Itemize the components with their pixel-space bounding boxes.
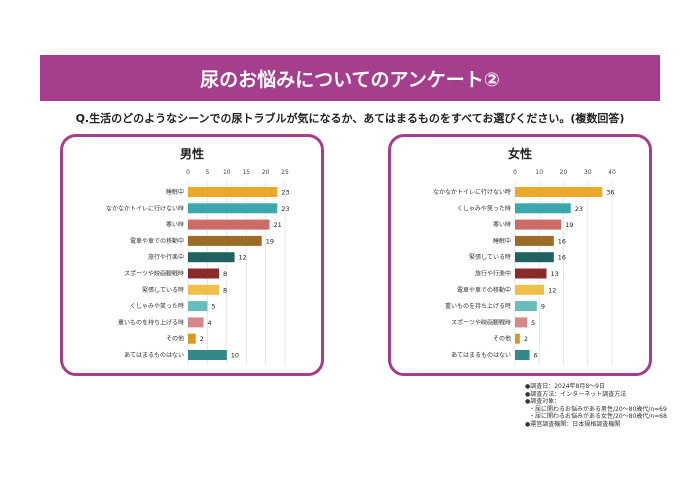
bar bbox=[188, 187, 278, 197]
bar bbox=[188, 203, 278, 214]
category-label: 寒い時 bbox=[166, 221, 184, 229]
data-label: 12 bbox=[548, 286, 556, 294]
category-label: くしゃみや笑った時 bbox=[457, 204, 511, 212]
banner-title: 尿のお悩みについてのアンケート② bbox=[200, 68, 500, 91]
bar bbox=[188, 301, 208, 312]
category-label: なかなかトイレに行けない時 bbox=[106, 204, 184, 212]
category-label: 重いものを持ち上げる時 bbox=[445, 302, 511, 310]
data-label: 21 bbox=[273, 221, 281, 229]
data-label: 4 bbox=[208, 319, 212, 327]
data-label: 36 bbox=[606, 189, 614, 197]
category-label: 睡眠中 bbox=[493, 237, 511, 245]
bar bbox=[188, 252, 235, 263]
banner: 尿のお悩みについてのアンケート② bbox=[40, 55, 660, 101]
category-label: 旅行や行楽中 bbox=[475, 270, 511, 278]
chart-title: 女性 bbox=[507, 147, 532, 161]
bar bbox=[188, 333, 196, 344]
bar bbox=[515, 268, 547, 279]
tick-label: 0 bbox=[186, 169, 190, 176]
category-label: その他 bbox=[493, 335, 511, 343]
data-label: 19 bbox=[565, 221, 573, 229]
tick-label: 5 bbox=[205, 169, 209, 176]
bar bbox=[188, 317, 204, 328]
bar bbox=[515, 350, 530, 360]
category-label: 寒い時 bbox=[493, 221, 511, 229]
bar bbox=[515, 252, 554, 263]
bar bbox=[188, 284, 220, 295]
data-label: 23 bbox=[281, 189, 289, 197]
category-label: なかなかトイレに行けない時 bbox=[433, 188, 511, 196]
category-label: 旅行や行楽中 bbox=[148, 253, 184, 261]
data-label: 6 bbox=[534, 352, 538, 360]
category-label: その他 bbox=[166, 335, 184, 343]
tick-label: 20 bbox=[262, 169, 270, 176]
category-label: 電車や車での移動中 bbox=[130, 237, 184, 245]
bar bbox=[515, 284, 545, 295]
tick-label: 10 bbox=[535, 169, 543, 176]
category-label: スポーツや映画観戦時 bbox=[124, 270, 184, 278]
bar bbox=[188, 268, 220, 279]
data-label: 10 bbox=[231, 352, 239, 360]
category-label: 電車や車での移動中 bbox=[457, 286, 511, 294]
bar bbox=[515, 235, 554, 246]
bar bbox=[515, 187, 603, 197]
data-label: 5 bbox=[211, 303, 215, 311]
data-label: 8 bbox=[223, 286, 227, 294]
data-label: 13 bbox=[551, 270, 559, 278]
tick-label: 15 bbox=[242, 169, 250, 176]
bar bbox=[515, 203, 571, 214]
data-label: 23 bbox=[575, 205, 583, 213]
tick-label: 20 bbox=[560, 169, 568, 176]
tick-label: 40 bbox=[608, 169, 616, 176]
chart-panel-male: 男性 0 5 10 15 20 25 睡眠中 23 なかなかトイレに行けない時 23 寒い時 21 電車… bbox=[60, 134, 324, 376]
chart-panel-female: 女性 0 10 20 30 40 なかなかトイレに行けない時 36 くしゃみや笑った時 23 寒い… bbox=[388, 134, 652, 376]
bar bbox=[188, 235, 262, 246]
data-label: 2 bbox=[200, 335, 204, 343]
data-label: 2 bbox=[524, 335, 528, 343]
note: ●調査日：2024年8月8～9日 bbox=[525, 383, 605, 390]
data-label: 12 bbox=[239, 254, 247, 262]
tick-label: 30 bbox=[584, 169, 592, 176]
category-label: 緊張している時 bbox=[142, 286, 184, 294]
note: ・尿に関わるお悩みがある女性/20～80歳代/n=68 bbox=[529, 413, 667, 421]
data-label: 8 bbox=[223, 270, 227, 278]
category-label: 緊張している時 bbox=[469, 253, 511, 261]
data-label: 16 bbox=[558, 254, 566, 262]
data-label: 19 bbox=[266, 237, 274, 245]
tick-label: 0 bbox=[513, 169, 517, 176]
category-label: スポーツや映画観戦時 bbox=[451, 318, 511, 326]
data-label: 16 bbox=[558, 237, 566, 245]
category-label: あてはまるものはない bbox=[124, 352, 184, 359]
tick-label: 25 bbox=[281, 169, 289, 176]
chart-title: 男性 bbox=[179, 147, 204, 161]
question: Q.生活のどのようなシーンでの尿トラブルが気になるか、あてはまるものをすべてお選… bbox=[75, 112, 625, 125]
bar bbox=[188, 350, 227, 360]
category-label: 重いものを持ち上げる時 bbox=[118, 318, 184, 326]
bar bbox=[515, 301, 537, 312]
bar bbox=[515, 333, 520, 344]
note: ●調査対象： bbox=[525, 398, 561, 406]
category-label: くしゃみや笑った時 bbox=[130, 302, 184, 310]
note: ●調査方法：インターネット調査方法 bbox=[525, 390, 627, 398]
chart-female: 0 10 20 30 40 なかなかトイレに行けない時 36 くしゃみや笑った時 23 寒い時 19… bbox=[433, 169, 616, 365]
survey-notes: ●調査日：2024年8月8～9日 ●調査方法：インターネット調査方法 ●調査対象… bbox=[525, 383, 667, 429]
data-label: 23 bbox=[281, 205, 289, 213]
data-label: 9 bbox=[541, 303, 545, 311]
tick-label: 10 bbox=[223, 169, 231, 176]
note: ・尿に関わるお悩みがある男性/20～80歳代/n=69 bbox=[529, 405, 667, 413]
data-label: 5 bbox=[531, 319, 535, 327]
note: ●運営調査機関：日本規格調査機関 bbox=[525, 420, 621, 428]
category-label: あてはまるものはない bbox=[451, 352, 511, 359]
bar bbox=[515, 317, 528, 328]
bar bbox=[515, 219, 562, 230]
bar bbox=[188, 219, 270, 230]
category-label: 睡眠中 bbox=[166, 188, 184, 196]
